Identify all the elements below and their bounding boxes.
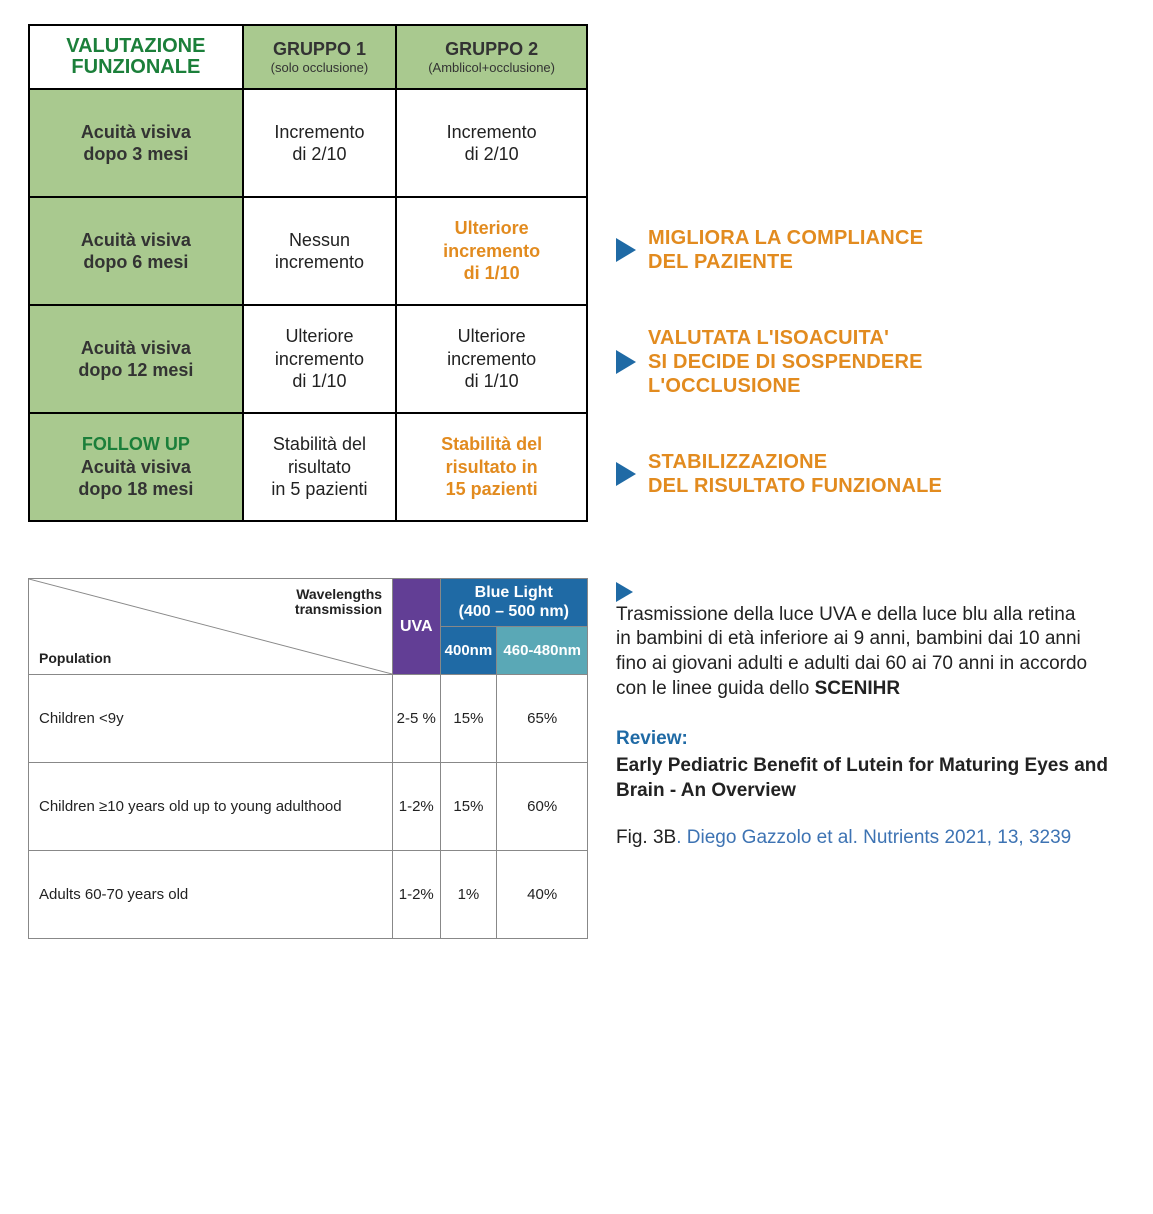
group2-main: GRUPPO 2 — [445, 39, 538, 59]
eval-header-row: VALUTAZIONE FUNZIONALE GRUPPO 1 (solo oc… — [29, 25, 587, 89]
evaluation-table: VALUTAZIONE FUNZIONALE GRUPPO 1 (solo oc… — [28, 24, 588, 522]
light-transmission-table: Wavelengths transmission Population UVA … — [28, 578, 588, 939]
triangle-icon — [616, 462, 636, 486]
eval-group2-cell: Ulterioreincrementodi 1/10 — [396, 305, 587, 413]
review-title: Early Pediatric Benefit of Lutein for Ma… — [616, 754, 1125, 803]
blue-header-l2: (400 – 500 nm) — [459, 603, 569, 620]
diag-bot-label: Population — [39, 650, 111, 666]
diag-top-label: Wavelengths transmission — [295, 587, 382, 618]
eval-row-label: Acuità visivadopo 12 mesi — [29, 305, 243, 413]
eval-row-label: Acuità visivadopo 3 mesi — [29, 89, 243, 197]
eval-row-label: Acuità visivadopo 6 mesi — [29, 197, 243, 305]
light-b400-cell: 15% — [440, 675, 497, 763]
light-population-cell: Children ≥10 years old up to young adult… — [29, 763, 393, 851]
diag-top-text: Wavelengths transmission — [295, 586, 382, 617]
blue-header-l1: Blue Light — [475, 584, 553, 601]
eval-note-row — [616, 82, 942, 194]
eval-row: Acuità visivadopo 3 mesiIncrementodi 2/1… — [29, 89, 587, 197]
eval-group1-cell: Incrementodi 2/10 — [243, 89, 397, 197]
eval-row: FOLLOW UPAcuità visivadopo 18 mesiStabil… — [29, 413, 587, 521]
triangle-icon — [616, 350, 636, 374]
eval-note-text: VALUTATA L'ISOACUITA'SI DECIDE DI SOSPEN… — [648, 326, 923, 398]
uva-header: UVA — [393, 579, 440, 675]
eval-note-text: MIGLIORA LA COMPLIANCEDEL PAZIENTE — [648, 226, 923, 274]
blue-light-header: Blue Light (400 – 500 nm) — [440, 579, 588, 627]
caption-bold: SCENIHR — [815, 678, 901, 699]
group1-sub: (solo occlusione) — [248, 60, 392, 76]
eval-notes-column: MIGLIORA LA COMPLIANCEDEL PAZIENTE VALUTA… — [616, 24, 942, 530]
light-caption: Trasmissione della luce UVA e della luce… — [616, 603, 1095, 702]
corner-line1: VALUTAZIONE — [66, 35, 205, 57]
eval-group1-cell: Nessunincremento — [243, 197, 397, 305]
col-400-header: 400nm — [440, 627, 497, 675]
triangle-icon — [616, 582, 633, 602]
eval-note-row: STABILIZZAZIONEDEL RISULTATO FUNZIONALE — [616, 418, 942, 530]
group2-sub: (Amblicol+occlusione) — [401, 60, 582, 76]
eval-corner-header: VALUTAZIONE FUNZIONALE — [29, 25, 243, 89]
eval-group1-cell: Ulterioreincrementodi 1/10 — [243, 305, 397, 413]
eval-row: Acuità visivadopo 12 mesiUlterioreincrem… — [29, 305, 587, 413]
citation-rest: . Diego Gazzolo et al. Nutrients 2021, 1… — [676, 827, 1071, 848]
group1-main: GRUPPO 1 — [273, 39, 366, 59]
light-uva-cell: 1-2% — [393, 763, 440, 851]
citation-fig: Fig. 3B — [616, 827, 676, 848]
diag-bot-text: Population — [39, 650, 111, 666]
eval-note-row: VALUTATA L'ISOACUITA'SI DECIDE DI SOSPEN… — [616, 306, 942, 418]
top-section: VALUTAZIONE FUNZIONALE GRUPPO 1 (solo oc… — [28, 24, 1125, 530]
light-b400-cell: 15% — [440, 763, 497, 851]
group2-header: GRUPPO 2 (Amblicol+occlusione) — [396, 25, 587, 89]
eval-note-text: STABILIZZAZIONEDEL RISULTATO FUNZIONALE — [648, 450, 942, 498]
light-uva-cell: 2-5 % — [393, 675, 440, 763]
eval-group2-cell: Ulterioreincrementodi 1/10 — [396, 197, 587, 305]
review-label: Review: — [616, 727, 1125, 752]
light-b460-cell: 40% — [497, 851, 588, 939]
corner-line2: FUNZIONALE — [71, 56, 200, 78]
eval-row: Acuità visivadopo 6 mesiNessunincremento… — [29, 197, 587, 305]
light-b460-cell: 65% — [497, 675, 588, 763]
light-uva-cell: 1-2% — [393, 851, 440, 939]
citation: Fig. 3B. Diego Gazzolo et al. Nutrients … — [616, 826, 1125, 851]
notes-spacer — [616, 24, 942, 82]
light-population-cell: Adults 60-70 years old — [29, 851, 393, 939]
eval-row-label: FOLLOW UPAcuità visivadopo 18 mesi — [29, 413, 243, 521]
group1-header: GRUPPO 1 (solo occlusione) — [243, 25, 397, 89]
light-diag-header: Wavelengths transmission Population — [29, 579, 393, 675]
triangle-icon — [616, 238, 636, 262]
light-row: Children ≥10 years old up to young adult… — [29, 763, 588, 851]
light-b400-cell: 1% — [440, 851, 497, 939]
light-b460-cell: 60% — [497, 763, 588, 851]
eval-group2-cell: Incrementodi 2/10 — [396, 89, 587, 197]
bottom-section: Wavelengths transmission Population UVA … — [28, 578, 1125, 939]
light-side-panel: Trasmissione della luce UVA e della luce… — [616, 578, 1125, 850]
eval-group1-cell: Stabilità delrisultatoin 5 pazienti — [243, 413, 397, 521]
eval-note-row: MIGLIORA LA COMPLIANCEDEL PAZIENTE — [616, 194, 942, 306]
light-row: Children <9y2-5 %15%65% — [29, 675, 588, 763]
eval-group2-cell: Stabilità delrisultato in15 pazienti — [396, 413, 587, 521]
light-population-cell: Children <9y — [29, 675, 393, 763]
col-460-header: 460-480nm — [497, 627, 588, 675]
light-row: Adults 60-70 years old1-2%1%40% — [29, 851, 588, 939]
